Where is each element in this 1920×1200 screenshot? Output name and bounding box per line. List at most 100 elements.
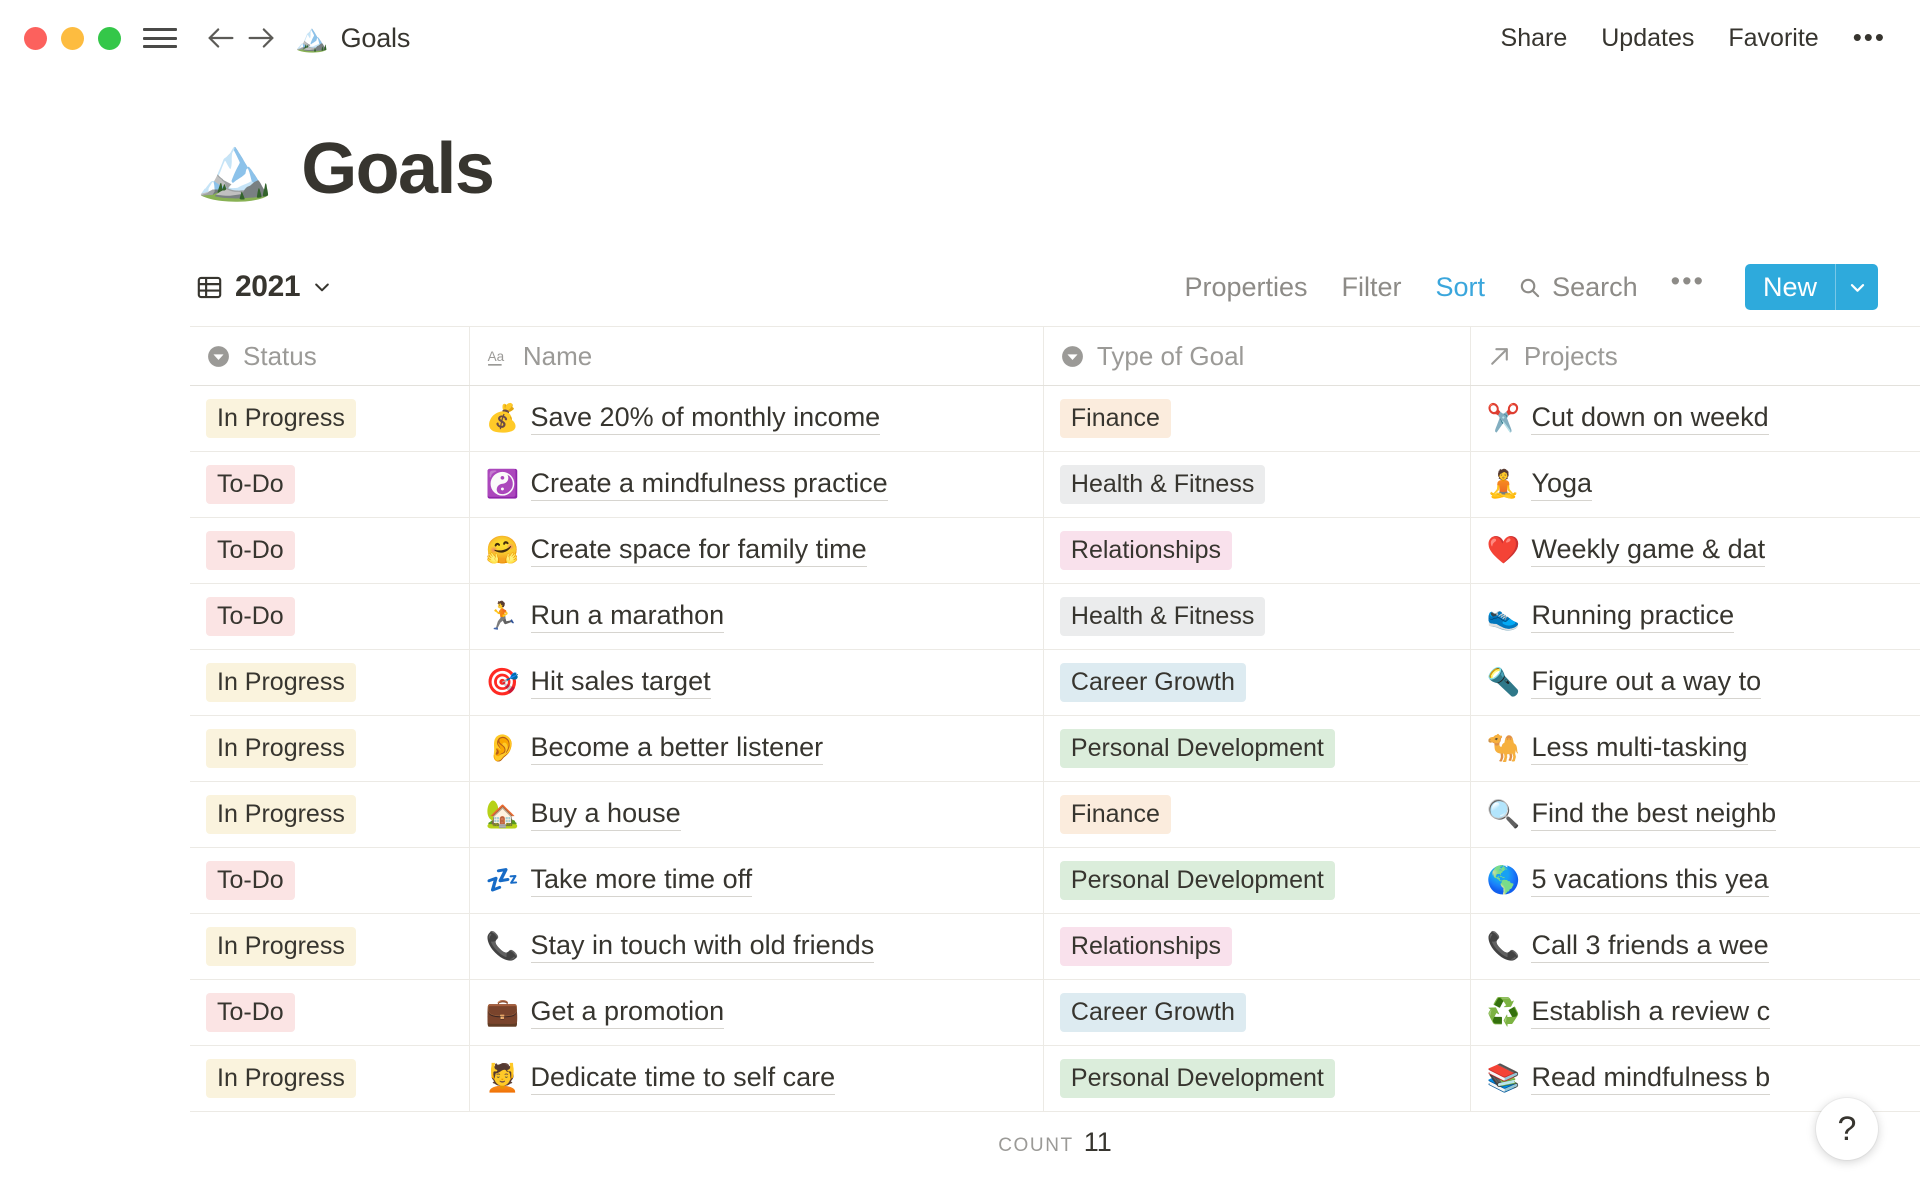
cell-name[interactable]: 🤗 Create space for family time (470, 518, 1044, 583)
nav-forward-icon[interactable] (241, 18, 281, 58)
project-link[interactable]: Yoga (1531, 468, 1593, 501)
row-title-link[interactable]: Create a mindfulness practice (530, 468, 888, 501)
cell-name[interactable]: 💼 Get a promotion (470, 980, 1044, 1045)
cell-status[interactable]: In Progress (190, 716, 470, 781)
project-link[interactable]: Figure out a way to (1531, 666, 1762, 699)
new-button[interactable]: New (1762, 271, 1817, 302)
cell-projects[interactable]: 📞 Call 3 friends a wee (1471, 914, 1920, 979)
table-row[interactable]: In Progress 🎯 Hit sales target Career Growt… (190, 650, 1920, 716)
breadcrumb[interactable]: 🏔️ Goals (295, 23, 410, 54)
project-link[interactable]: Cut down on weekd (1531, 402, 1769, 435)
cell-status[interactable]: In Progress (190, 782, 470, 847)
cell-projects[interactable]: ✂️ Cut down on weekd (1471, 386, 1920, 451)
sidebar-toggle-icon[interactable] (143, 25, 177, 51)
page-title[interactable]: Goals (301, 129, 495, 209)
table-row[interactable]: In Progress 📞 Stay in touch with old frien… (190, 914, 1920, 980)
cell-projects[interactable]: 🌎 5 vacations this yea (1471, 848, 1920, 913)
properties-button[interactable]: Properties (1184, 271, 1308, 302)
row-title-link[interactable]: Become a better listener (530, 732, 824, 765)
column-header-projects[interactable]: Projects (1471, 327, 1920, 385)
table-row[interactable]: In Progress 👂 Become a better listener Pers… (190, 716, 1920, 782)
row-title-link[interactable]: Buy a house (530, 798, 681, 831)
cell-projects[interactable]: 🐪 Less multi-tasking (1471, 716, 1920, 781)
cell-type-of-goal[interactable]: Career Growth (1044, 650, 1471, 715)
row-title-link[interactable]: Get a promotion (530, 996, 725, 1029)
project-link[interactable]: Call 3 friends a wee (1531, 930, 1769, 963)
column-header-type-of-goal[interactable]: Type of Goal (1044, 327, 1471, 385)
more-options-icon[interactable]: ••• (1852, 22, 1886, 53)
nav-back-icon[interactable] (201, 18, 241, 58)
cell-status[interactable]: To-Do (190, 452, 470, 517)
cell-type-of-goal[interactable]: Finance (1044, 782, 1471, 847)
close-window-icon[interactable] (24, 26, 47, 50)
updates-button[interactable]: Updates (1601, 23, 1695, 52)
cell-status[interactable]: In Progress (190, 650, 470, 715)
table-row[interactable]: To-Do ☯️ Create a mindfulness practice Heal… (190, 452, 1920, 518)
cell-name[interactable]: 💤 Take more time off (470, 848, 1044, 913)
row-title-link[interactable]: Stay in touch with old friends (530, 930, 875, 963)
share-button[interactable]: Share (1500, 23, 1568, 52)
cell-projects[interactable]: ❤️ Weekly game & dat (1471, 518, 1920, 583)
sort-button[interactable]: Sort (1435, 271, 1486, 302)
row-title-link[interactable]: Take more time off (530, 864, 753, 897)
row-title-link[interactable]: Hit sales target (530, 666, 711, 699)
table-row[interactable]: To-Do 🏃 Run a marathon Health & Fitness 👟 Run… (190, 584, 1920, 650)
maximize-window-icon[interactable] (98, 26, 121, 50)
project-link[interactable]: Find the best neighb (1531, 798, 1777, 831)
row-title-link[interactable]: Save 20% of monthly income (530, 402, 881, 435)
row-title-link[interactable]: Create space for family time (530, 534, 867, 567)
minimize-window-icon[interactable] (61, 26, 84, 50)
project-link[interactable]: Less multi-tasking (1531, 732, 1748, 765)
chevron-down-icon[interactable] (312, 277, 332, 297)
cell-name[interactable]: 💆 Dedicate time to self care (470, 1046, 1044, 1111)
cell-projects[interactable]: ♻️ Establish a review c (1471, 980, 1920, 1045)
help-button[interactable]: ? (1816, 1098, 1878, 1160)
cell-status[interactable]: To-Do (190, 980, 470, 1045)
cell-type-of-goal[interactable]: Health & Fitness (1044, 584, 1471, 649)
cell-name[interactable]: 💰 Save 20% of monthly income (470, 386, 1044, 451)
search-button[interactable]: Search (1502, 272, 1655, 303)
project-link[interactable]: 5 vacations this yea (1531, 864, 1769, 897)
mountain-icon[interactable]: 🏔️ (196, 134, 274, 203)
cell-name[interactable]: 📞 Stay in touch with old friends (470, 914, 1044, 979)
project-link[interactable]: Establish a review c (1531, 996, 1771, 1029)
cell-status[interactable]: To-Do (190, 848, 470, 913)
cell-status[interactable]: To-Do (190, 584, 470, 649)
column-header-status[interactable]: Status (190, 327, 470, 385)
table-row[interactable]: To-Do 💼 Get a promotion Career Growth ♻️ Esta… (190, 980, 1920, 1046)
cell-type-of-goal[interactable]: Career Growth (1044, 980, 1471, 1045)
row-title-link[interactable]: Run a marathon (530, 600, 725, 633)
cell-projects[interactable]: 👟 Running practice (1471, 584, 1920, 649)
cell-projects[interactable]: 🔍 Find the best neighb (1471, 782, 1920, 847)
row-title-link[interactable]: Dedicate time to self care (530, 1062, 836, 1095)
cell-status[interactable]: To-Do (190, 518, 470, 583)
table-row[interactable]: To-Do 🤗 Create space for family time Relati… (190, 518, 1920, 584)
cell-name[interactable]: 🏡 Buy a house (470, 782, 1044, 847)
cell-name[interactable]: ☯️ Create a mindfulness practice (470, 452, 1044, 517)
project-link[interactable]: Running practice (1531, 600, 1735, 633)
new-button-group[interactable]: New (1744, 264, 1878, 310)
cell-type-of-goal[interactable]: Personal Development (1044, 716, 1471, 781)
cell-type-of-goal[interactable]: Finance (1044, 386, 1471, 451)
cell-type-of-goal[interactable]: Relationships (1044, 914, 1471, 979)
project-link[interactable]: Weekly game & dat (1531, 534, 1766, 567)
table-row[interactable]: To-Do 💤 Take more time off Personal Develop… (190, 848, 1920, 914)
cell-type-of-goal[interactable]: Personal Development (1044, 848, 1471, 913)
table-row[interactable]: In Progress 🏡 Buy a house Finance 🔍 Find the … (190, 782, 1920, 848)
cell-name[interactable]: 🎯 Hit sales target (470, 650, 1044, 715)
column-header-name[interactable]: Aa Name (470, 327, 1044, 385)
view-more-icon[interactable]: ••• (1670, 266, 1705, 297)
cell-status[interactable]: In Progress (190, 914, 470, 979)
cell-status[interactable]: In Progress (190, 1046, 470, 1111)
filter-button[interactable]: Filter (1341, 271, 1402, 302)
cell-type-of-goal[interactable]: Personal Development (1044, 1046, 1471, 1111)
cell-status[interactable]: In Progress (190, 386, 470, 451)
cell-projects[interactable]: 🔦 Figure out a way to (1471, 650, 1920, 715)
cell-type-of-goal[interactable]: Health & Fitness (1044, 452, 1471, 517)
cell-name[interactable]: 👂 Become a better listener (470, 716, 1044, 781)
table-row[interactable]: In Progress 💆 Dedicate time to self care Pe… (190, 1046, 1920, 1112)
favorite-button[interactable]: Favorite (1728, 23, 1819, 52)
new-button-dropdown[interactable] (1836, 264, 1878, 310)
count-label[interactable]: COUNT (998, 1134, 1074, 1156)
view-tab-2021[interactable]: 2021 (196, 270, 332, 304)
